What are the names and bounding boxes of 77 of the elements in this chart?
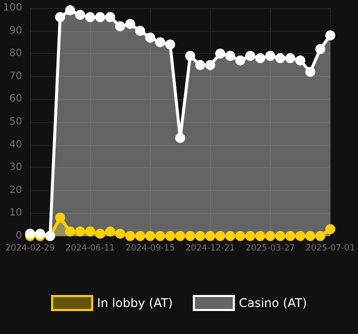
point	[205, 60, 216, 70]
y-tick-label: 30	[9, 162, 22, 174]
point	[225, 231, 236, 241]
point	[275, 231, 286, 241]
point	[245, 231, 256, 241]
y-tick-label: 0	[16, 230, 22, 242]
point	[185, 231, 196, 241]
point	[205, 231, 216, 241]
point	[135, 231, 146, 241]
point	[265, 231, 276, 241]
point	[325, 30, 336, 40]
x-tick-label: 2024-12-21	[186, 244, 235, 254]
point	[265, 50, 276, 61]
point	[95, 228, 106, 239]
point	[125, 18, 136, 29]
point	[55, 212, 66, 223]
point	[305, 66, 316, 77]
point	[155, 231, 166, 241]
point	[235, 231, 246, 241]
y-tick-label: 50	[9, 116, 22, 128]
point	[195, 60, 206, 70]
legend-label: In lobby (AT)	[97, 296, 173, 310]
point	[75, 10, 86, 20]
y-tick-label: 10	[9, 208, 22, 219]
y-tick-label: 20	[9, 184, 22, 196]
x-tick-label: 2025-07-01	[306, 244, 356, 254]
point	[165, 39, 176, 50]
point	[215, 231, 226, 241]
y-tick-label: 90	[9, 25, 22, 36]
point	[115, 21, 126, 32]
point	[175, 231, 186, 241]
point	[165, 231, 176, 241]
point	[285, 231, 296, 241]
x-tick-label: 2024-06-11	[65, 244, 115, 254]
point	[215, 48, 226, 59]
point	[115, 228, 126, 239]
point	[65, 5, 76, 16]
y-tick-label: 80	[9, 48, 22, 60]
point	[145, 231, 156, 241]
point	[85, 12, 96, 22]
point	[255, 53, 266, 64]
y-tick-label: 60	[9, 94, 22, 105]
x-tick-label: 2024-02-29	[5, 244, 55, 254]
point	[95, 12, 106, 22]
point	[175, 132, 186, 143]
point	[235, 55, 246, 66]
legend-label: Casino (AT)	[238, 296, 307, 310]
point	[185, 50, 196, 61]
point	[125, 231, 136, 241]
point	[325, 224, 336, 234]
point	[315, 44, 326, 54]
point	[305, 231, 316, 241]
point	[155, 37, 166, 48]
point	[35, 228, 46, 239]
x-tick-label: 2025-03-27	[246, 244, 295, 254]
point	[55, 12, 66, 22]
point	[295, 231, 306, 241]
point	[285, 53, 296, 64]
point	[225, 50, 236, 61]
point	[85, 226, 96, 236]
point	[195, 231, 206, 241]
point	[75, 226, 86, 236]
point	[105, 226, 116, 236]
point	[295, 55, 306, 66]
y-tick-label: 70	[9, 70, 22, 82]
x-tick-label: 2024-09-15	[125, 244, 175, 254]
point	[255, 231, 266, 241]
point	[275, 53, 286, 64]
point	[145, 32, 156, 43]
point	[25, 228, 36, 239]
y-tick-label: 40	[9, 139, 22, 150]
y-tick-label: 100	[2, 2, 22, 14]
point	[245, 50, 256, 61]
point	[135, 26, 146, 36]
point	[105, 12, 116, 22]
point	[65, 226, 76, 236]
point	[315, 231, 326, 241]
